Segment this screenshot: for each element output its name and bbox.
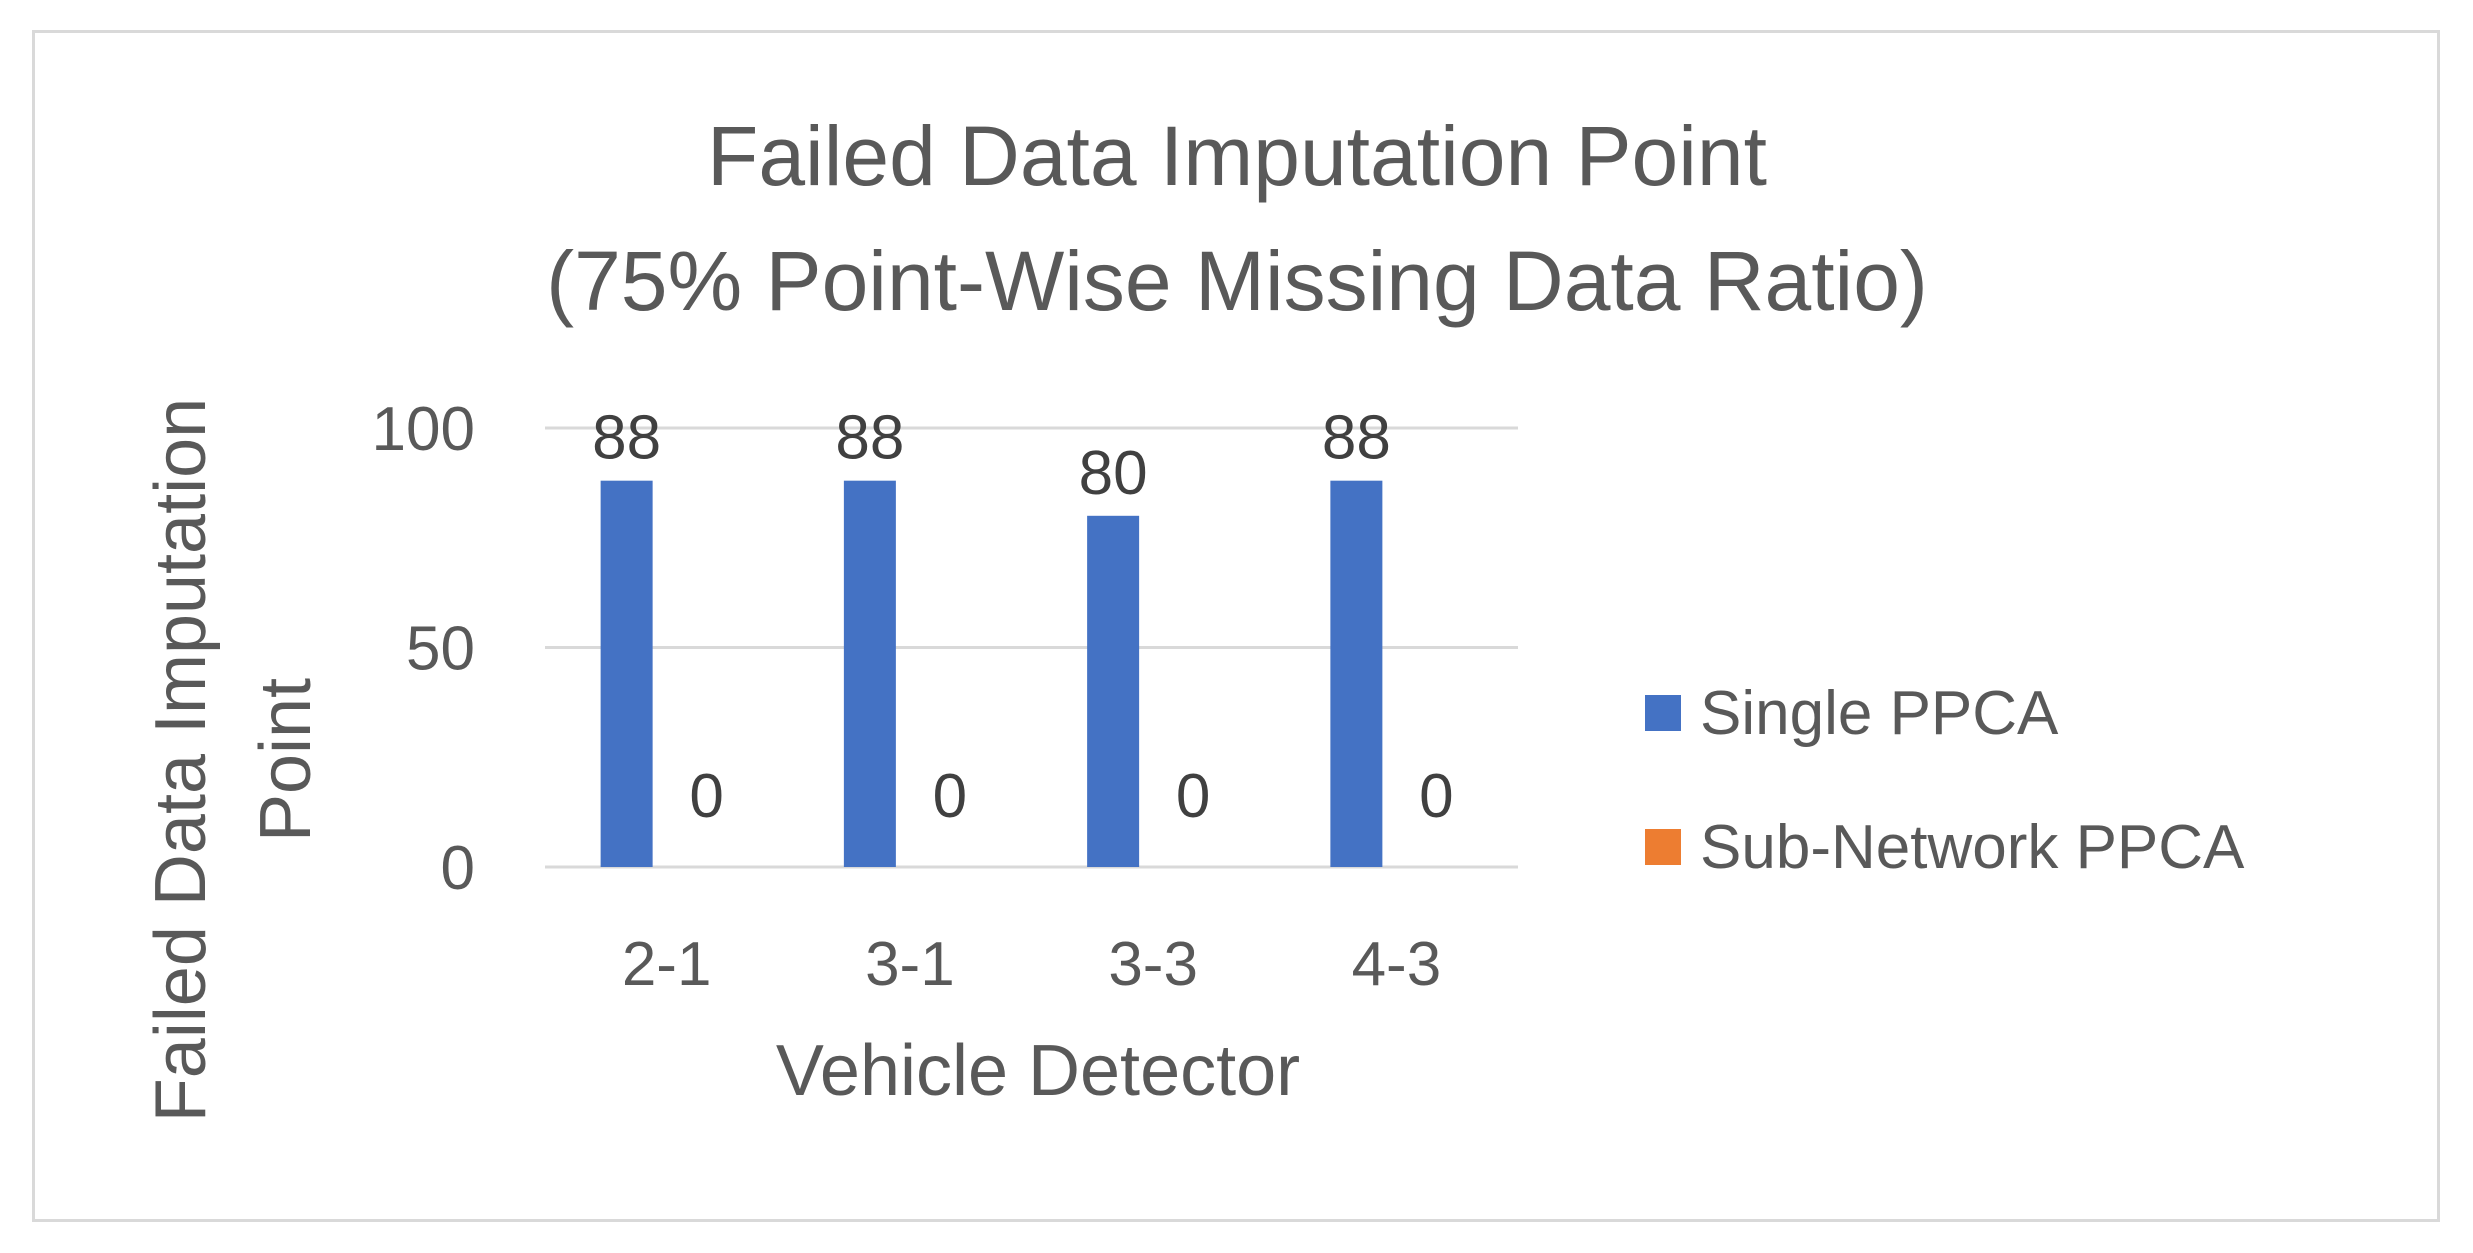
legend: Single PPCA Sub-Network PPCA bbox=[1645, 679, 2245, 882]
x-axis-title: Vehicle Detector bbox=[776, 1031, 1300, 1111]
x-tick-label: 3-3 bbox=[1108, 930, 1198, 999]
data-label-single-ppca-3-3: 80 bbox=[1079, 439, 1148, 508]
y-tick-label: 100 bbox=[372, 395, 475, 464]
bars bbox=[600, 480, 1383, 867]
chart-title-line1: Failed Data Imputation Point bbox=[707, 109, 1767, 203]
y-axis-ticks: 0 50 100 bbox=[372, 395, 475, 903]
data-label-single-ppca-4-3: 88 bbox=[1322, 404, 1391, 473]
data-labels: 88 0 88 0 80 0 88 0 bbox=[592, 404, 1453, 831]
bar-single-ppca-2-1 bbox=[600, 480, 653, 867]
bar-single-ppca-3-3 bbox=[1087, 515, 1140, 867]
y-tick-label: 0 bbox=[441, 834, 475, 903]
x-axis-ticks: 2-1 3-1 3-3 4-3 bbox=[622, 930, 1441, 999]
data-label-sub-network-ppca-2-1: 0 bbox=[689, 762, 723, 831]
y-axis-title-line2: Point bbox=[246, 678, 326, 842]
x-tick-label: 2-1 bbox=[622, 930, 712, 999]
data-label-sub-network-ppca-3-3: 0 bbox=[1176, 762, 1210, 831]
legend-swatch-sub-network-ppca bbox=[1645, 829, 1681, 865]
bar-single-ppca-3-1 bbox=[843, 480, 896, 867]
data-label-single-ppca-2-1: 88 bbox=[592, 404, 661, 473]
x-tick-label: 4-3 bbox=[1352, 930, 1442, 999]
chart-area bbox=[32, 30, 2440, 1222]
y-tick-label: 50 bbox=[406, 615, 475, 684]
y-axis-title: Failed Data Imputation Point bbox=[141, 398, 326, 1122]
legend-swatch-single-ppca bbox=[1645, 695, 1681, 731]
x-tick-label: 3-1 bbox=[865, 930, 955, 999]
bar-single-ppca-4-3 bbox=[1330, 480, 1383, 867]
data-label-sub-network-ppca-4-3: 0 bbox=[1419, 762, 1453, 831]
data-label-sub-network-ppca-3-1: 0 bbox=[933, 762, 967, 831]
legend-label-single-ppca: Single PPCA bbox=[1700, 679, 2059, 748]
data-label-single-ppca-3-1: 88 bbox=[835, 404, 904, 473]
y-axis-title-line1: Failed Data Imputation bbox=[141, 398, 221, 1122]
chart-title-line2: (75% Point-Wise Missing Data Ratio) bbox=[546, 234, 1928, 328]
legend-label-sub-network-ppca: Sub-Network PPCA bbox=[1700, 813, 2245, 882]
